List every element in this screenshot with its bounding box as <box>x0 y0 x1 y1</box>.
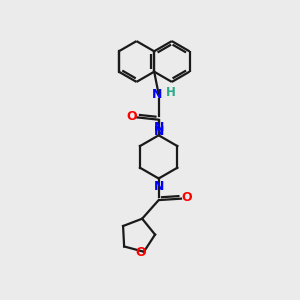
Text: N: N <box>154 121 164 134</box>
Text: O: O <box>127 110 137 123</box>
Text: N: N <box>154 125 164 138</box>
Text: N: N <box>154 180 164 193</box>
Text: H: H <box>166 86 176 99</box>
Text: O: O <box>181 191 192 205</box>
Text: N: N <box>152 88 162 101</box>
Text: O: O <box>136 247 146 260</box>
